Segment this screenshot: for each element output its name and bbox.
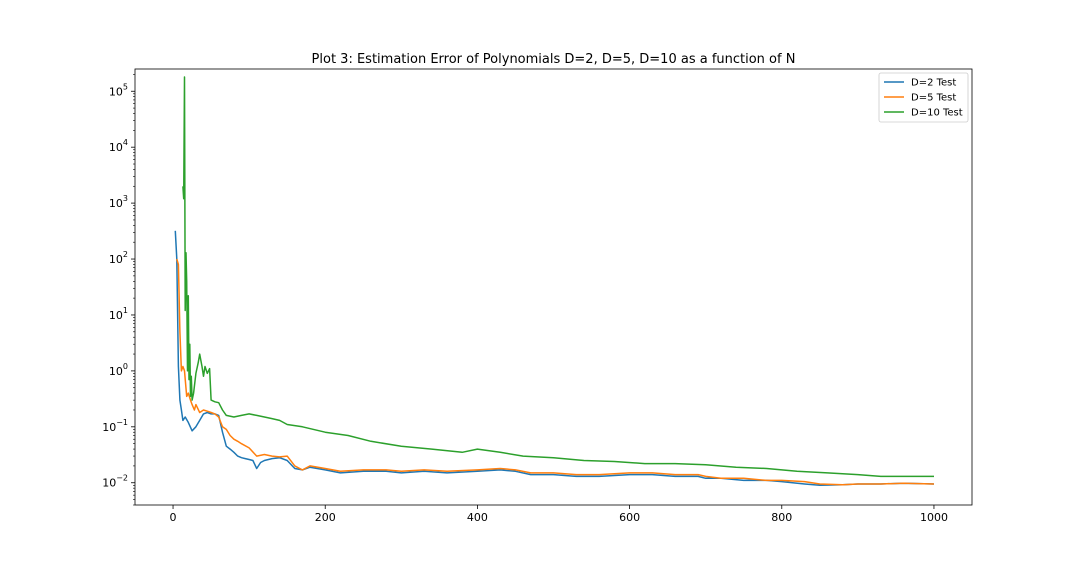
y-tick-exponent: 4 [123,138,128,147]
series-line-2 [176,258,935,486]
y-tick-exponent: 1 [123,306,128,315]
y-tick-base: 10 [109,365,123,378]
plot-frame [134,68,973,506]
x-tick-label: 200 [315,511,336,524]
y-tick-exponent: 0 [123,362,128,371]
y-tick-label: 101 [109,306,128,322]
y-tick-label: 105 [109,82,128,98]
legend-label-2: D=5 Test [911,93,956,104]
y-tick-label: 102 [109,250,128,266]
y-tick-base: 10 [102,477,116,490]
legend-label-1: D=2 Test [911,78,956,89]
series-line-1 [174,230,935,487]
x-tick-label: 800 [771,511,792,524]
plot-lines [174,76,935,487]
chart-title: Plot 3: Estimation Error of Polynomials … [312,52,796,67]
y-tick-base: 10 [109,309,123,322]
x-tick-label: 1000 [920,511,948,524]
x-tick-label: 0 [170,511,177,524]
legend-box [878,72,969,123]
y-tick-label: 103 [109,194,128,210]
legend: D=2 Test D=5 Test D=10 Test [878,72,969,123]
legend-label-3: D=10 Test [911,108,963,119]
y-tick-label: 10−2 [102,474,128,490]
y-tick-base: 10 [109,197,123,210]
x-tick-label: 600 [619,511,640,524]
legend-items: D=2 Test D=5 Test D=10 Test [884,78,963,119]
y-tick-label: 100 [109,362,128,378]
y-tick-exponent: 5 [123,82,128,91]
y-tick-base: 10 [109,253,123,266]
y-tick-exponent: 3 [123,194,128,203]
y-tick-exponent: −2 [116,474,128,483]
y-tick-label: 10−1 [102,418,128,434]
x-tick-label: 400 [467,511,488,524]
y-tick-exponent: 2 [123,250,128,259]
y-tick-base: 10 [102,421,116,434]
x-axis: 0 200 400 600 800 1000 [170,505,948,524]
y-tick-exponent: −1 [116,418,128,427]
y-tick-label: 104 [109,138,128,154]
y-tick-base: 10 [109,141,123,154]
y-tick-base: 10 [109,85,123,98]
series-line-3 [182,76,934,478]
